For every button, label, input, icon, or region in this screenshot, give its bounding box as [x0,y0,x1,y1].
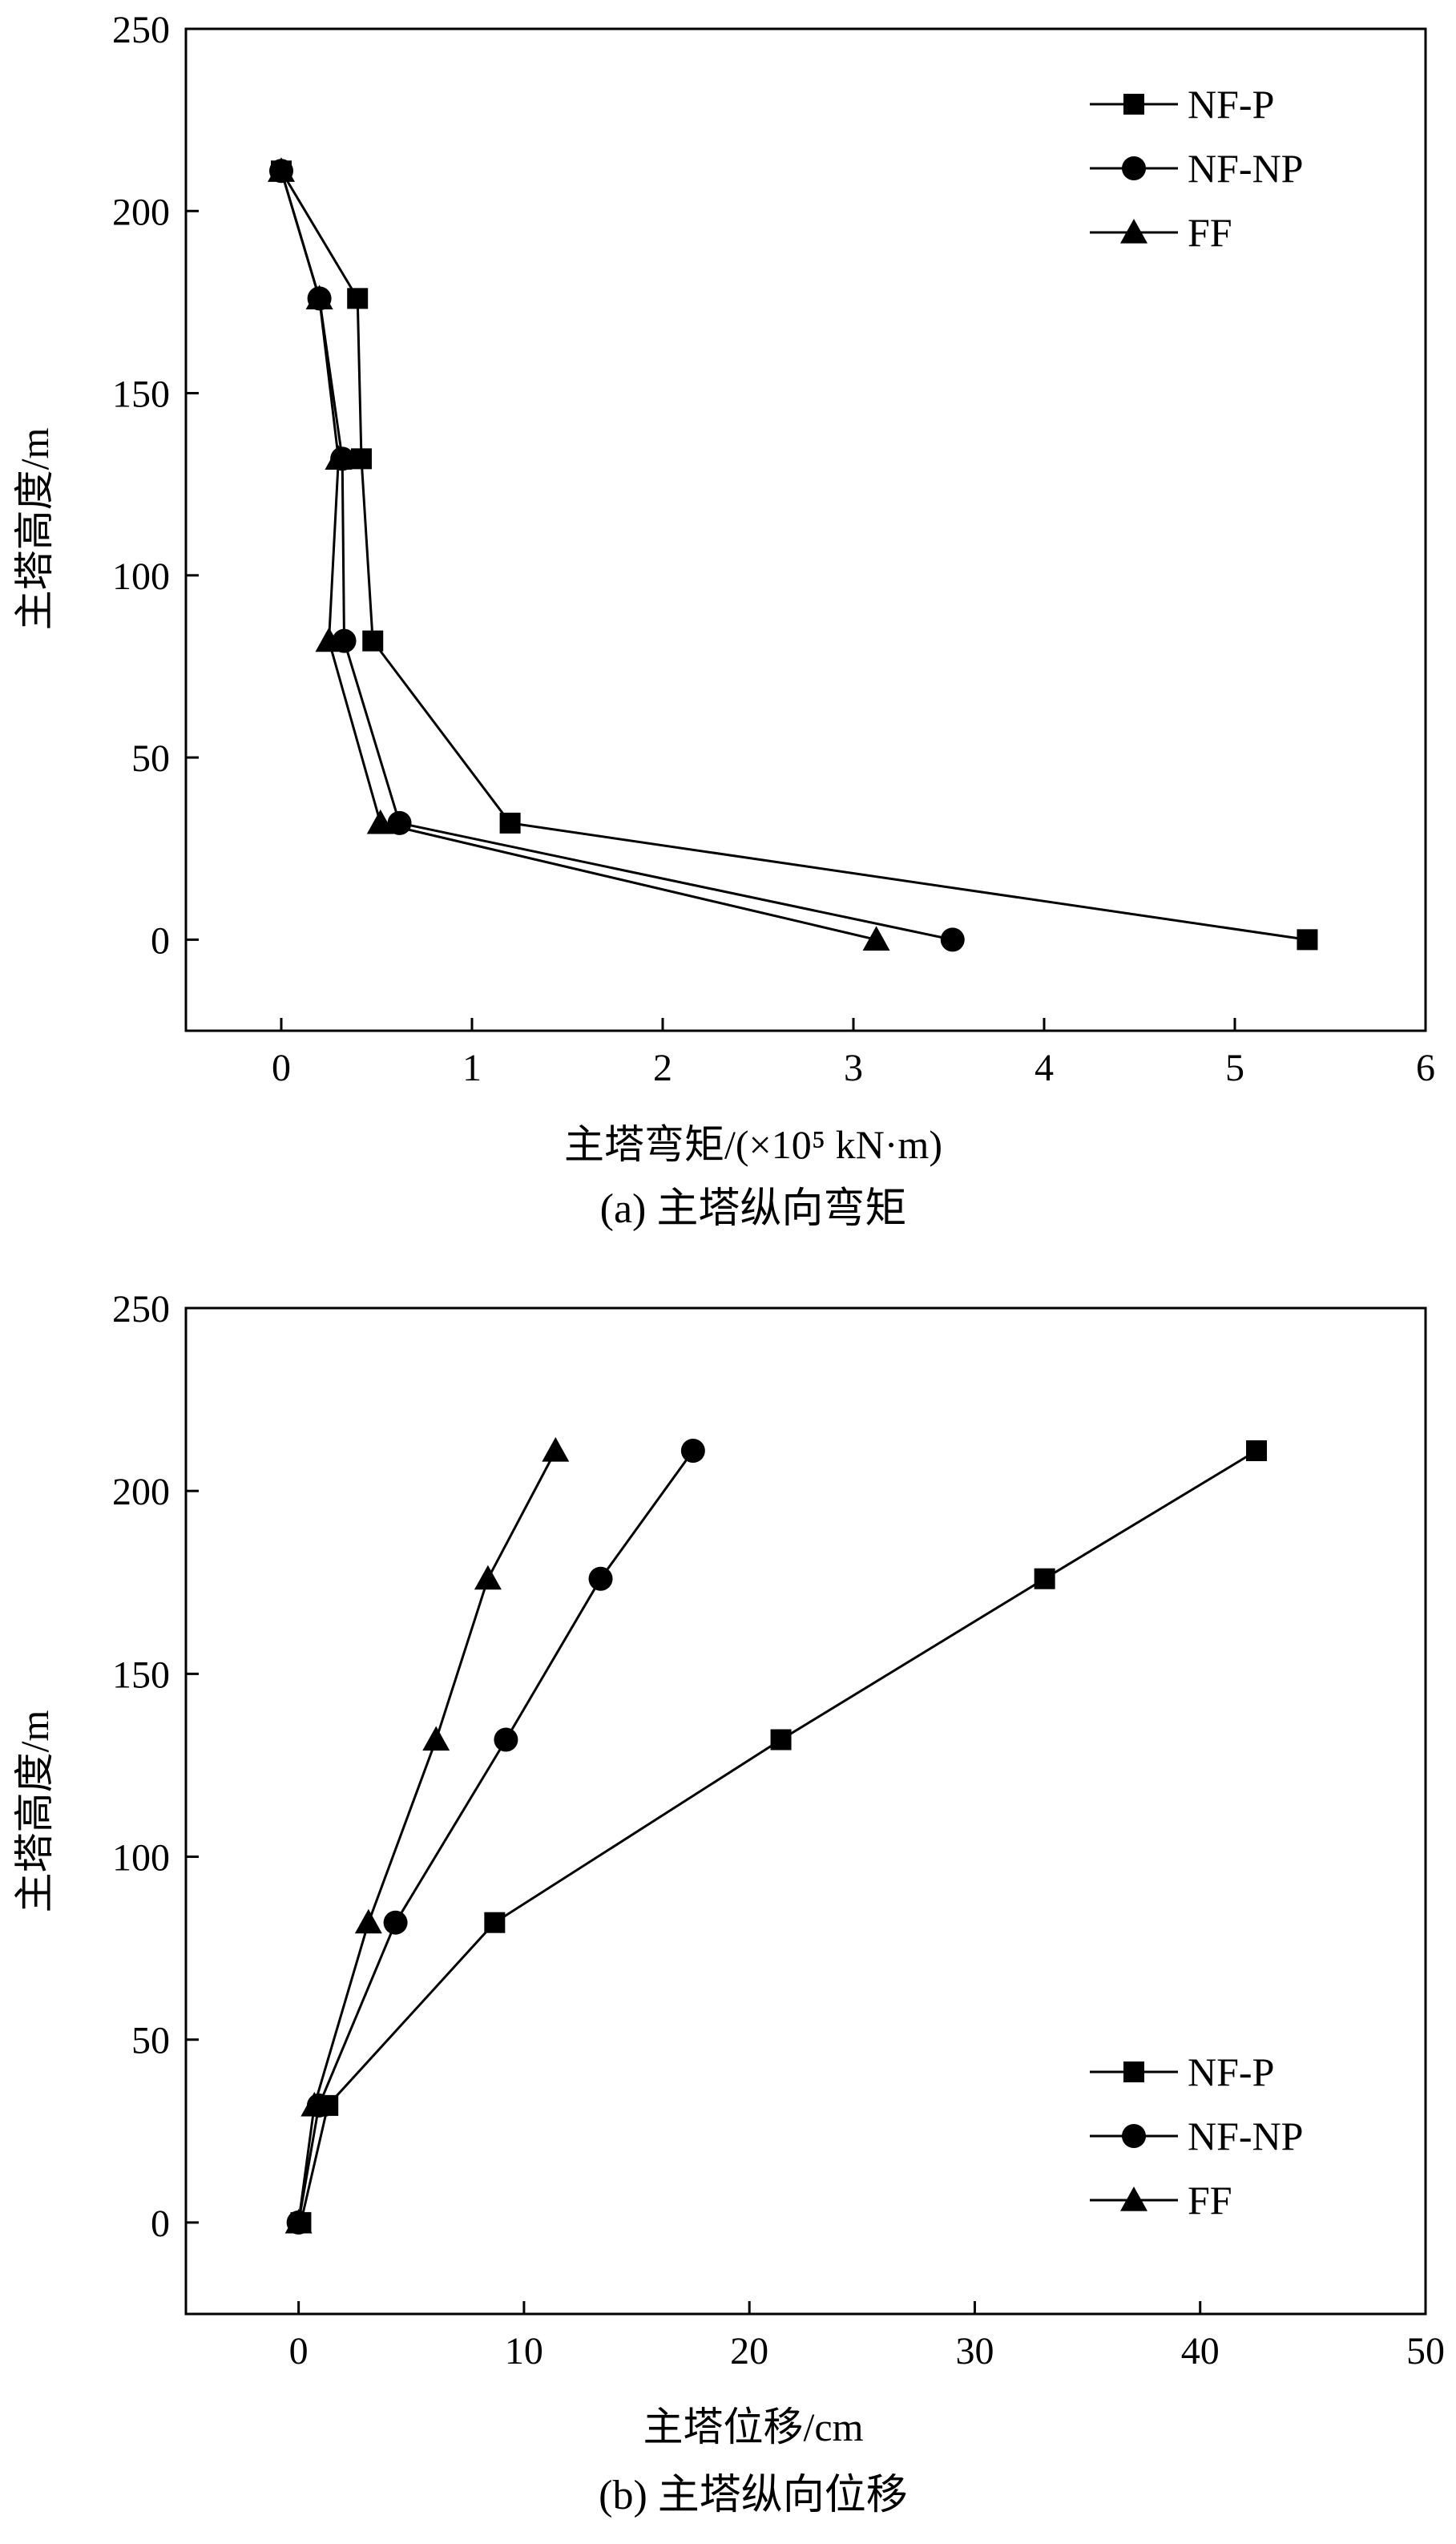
y-tick-label: 0 [151,919,170,962]
x-tick-label: 1 [462,1047,482,1089]
legend-label-ff: FF [1188,2178,1232,2223]
data-point-ff [325,445,353,470]
data-point-ff [474,1565,502,1590]
x-tick-label: 2 [653,1047,672,1089]
x-ticks-a: 0 1 2 3 4 5 6 [272,1018,1435,1089]
plot-frame-a [184,27,1427,1032]
x-ticks-b: 0 10 20 30 40 50 [289,2301,1445,2372]
series-a [268,157,1318,952]
series-line-ff [280,170,877,941]
caption-b: (b) 主塔纵向位移 [599,2473,908,2518]
x-axis-label-b: 主塔位移/cm [643,2405,864,2449]
y-tick-label: 250 [112,1288,170,1331]
data-point-ff [284,2208,313,2234]
legend-label-nf-np: NF-NP [1188,2114,1303,2158]
legend-label-nf-p: NF-P [1188,82,1274,127]
data-point-ff [305,285,333,309]
y-tick-label: 100 [112,1837,170,1880]
x-tick-label: 4 [1035,1047,1054,1089]
x-axis-label-a: 主塔弯矩/(×10⁵ kN·m) [564,1122,942,1167]
data-point-ff [422,1726,450,1751]
x-tick-label: 10 [505,2330,543,2372]
legend-a: NF-P NF-NP FF [1090,82,1303,255]
legend-b: NF-P NF-NP FF [1090,2049,1303,2223]
y-tick-label: 200 [112,1471,170,1513]
legend-label-nf-p: NF-P [1188,2049,1274,2094]
data-point-nf-p [1297,929,1318,951]
data-point-ff [366,809,394,834]
data-point-ff [354,1908,382,1934]
data-point-nf-p [484,1912,506,1933]
data-point-nf-p [347,288,369,309]
legend-marker-ff [1120,2187,1147,2211]
series-line-ff [297,1450,557,2223]
legend-marker-ff [1120,219,1147,244]
y-ticks-a: 0 50 100 150 200 250 [112,9,199,962]
legend-label-nf-np: NF-NP [1188,146,1303,191]
x-tick-label: 0 [289,2330,309,2372]
data-point-nf-np [940,927,965,952]
legend-marker-nf-p [1123,94,1144,115]
legend-marker-nf-np [1122,2124,1146,2148]
data-point-nf-np [494,1727,518,1752]
series-line-nf-np [297,1450,695,2223]
series-line-nf-p [280,170,1308,941]
x-tick-label: 30 [955,2330,994,2372]
data-point-nf-p [1246,1440,1268,1461]
y-axis-label-b: 主塔高度/m [12,1710,57,1913]
x-tick-label: 5 [1225,1047,1244,1089]
data-point-ff [862,926,890,951]
plot-frame-b [184,1306,1427,2316]
data-point-nf-p [770,1729,792,1751]
data-point-nf-p [1034,1568,1055,1589]
x-tick-label: 50 [1406,2330,1445,2372]
legend-marker-nf-np [1122,156,1146,180]
series-b [284,1436,1268,2235]
data-point-nf-p [499,812,521,834]
x-tick-label: 3 [844,1047,863,1089]
y-tick-label: 50 [131,2020,170,2062]
data-point-nf-p [362,630,384,652]
y-tick-label: 0 [151,2203,170,2245]
data-point-nf-np [588,1566,613,1591]
legend-marker-nf-p [1123,2061,1144,2082]
data-point-ff [315,627,343,652]
legend-label-ff: FF [1188,210,1232,255]
y-tick-label: 200 [112,191,170,233]
y-tick-label: 50 [131,737,170,780]
data-point-nf-np [680,1438,705,1463]
panel-a-bending-moment: 0 1 2 3 4 5 6 0 50 100 150 200 250 NF-P NF-NP FF 主塔弯矩… [12,9,1435,1232]
caption-a: (a) 主塔纵向弯矩 [600,1185,907,1232]
y-tick-label: 100 [112,555,170,598]
x-tick-label: 0 [272,1047,291,1089]
data-point-ff [300,2091,329,2117]
data-point-nf-p [350,448,372,470]
series-line-nf-p [299,1449,1257,2223]
x-tick-label: 40 [1181,2330,1220,2372]
y-tick-label: 250 [112,9,170,51]
x-tick-label: 20 [730,2330,768,2372]
y-tick-label: 150 [112,1654,170,1696]
data-point-ff [542,1436,570,1462]
data-point-nf-np [383,1910,408,1935]
y-tick-label: 150 [112,374,170,416]
y-axis-label-a: 主塔高度/m [12,428,57,631]
x-tick-label: 6 [1416,1047,1435,1089]
data-point-ff [268,157,295,182]
y-ticks-b: 0 50 100 150 200 250 [112,1288,199,2245]
